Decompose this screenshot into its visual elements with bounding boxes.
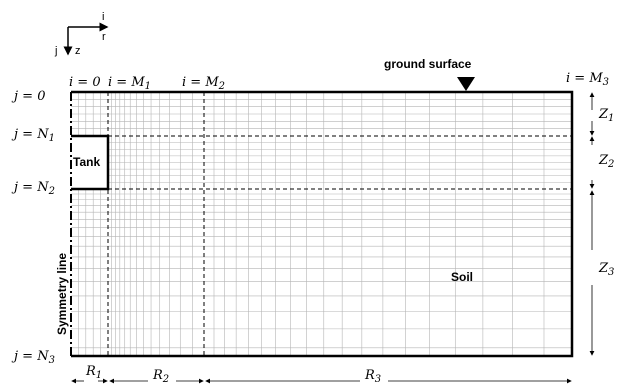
dim-r1-label: R1 (85, 364, 102, 381)
dim-z3-label: Z3 (598, 261, 614, 278)
ground-surface-label: ground surface (384, 57, 472, 71)
dim-r2-label: R2 (152, 368, 169, 385)
symmetry-line-label: Symmetry line (55, 253, 69, 335)
label-im1: i = M1 (108, 75, 151, 92)
label-i0: i = 0 (69, 75, 101, 90)
label-j0: j = 0 (11, 89, 45, 104)
dim-z2-label: Z2 (598, 153, 614, 170)
axis-i-label: i (102, 11, 104, 23)
label-jn3: j = N3 (11, 349, 55, 366)
dim-r3-label: R3 (364, 368, 381, 385)
domain-boundary (71, 90, 574, 358)
ground-surface-triangle (457, 77, 475, 91)
tank-outline (71, 134, 110, 191)
label-im3: i = M3 (566, 71, 609, 88)
dim-z1-label: Z1 (598, 107, 614, 124)
soil-label: Soil (451, 270, 473, 284)
mesh-grid (71, 92, 572, 356)
label-jn2: j = N2 (11, 180, 55, 197)
axis-r-label: r (102, 31, 106, 43)
label-im2: i = M2 (182, 75, 225, 92)
axis-j-label: j (54, 45, 57, 57)
tank-label: Tank (73, 155, 100, 169)
axis-z-label: z (75, 45, 81, 57)
label-jn1: j = N1 (11, 127, 55, 144)
tank-interior (72, 137, 107, 188)
